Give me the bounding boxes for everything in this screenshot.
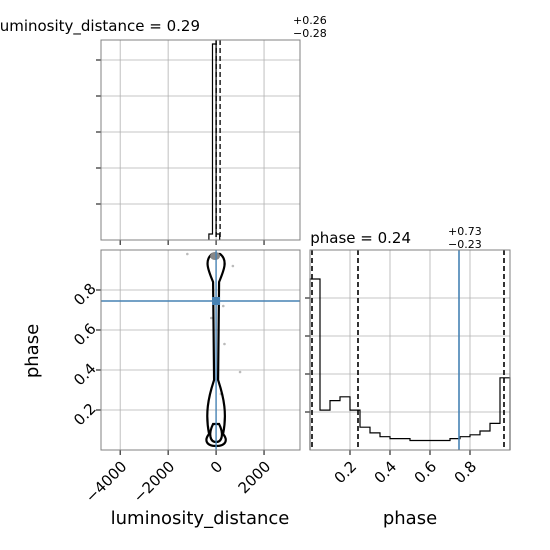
joint-panel: −4000 −2000 0 2000 0.2 0.4 0.6 0.8	[70, 249, 301, 507]
phase-xtick-label-0: 0.2	[331, 458, 361, 488]
joint-scatter-point-6	[209, 316, 213, 320]
phase-y-axis-label: phase	[22, 324, 43, 378]
joint-scatter-point-5	[221, 304, 225, 308]
ld-title-text: luminosity_distance = 0.29	[0, 17, 200, 36]
ld-histogram-step	[208, 43, 221, 240]
phase-marginal-panel: 0.2 0.4 0.6 0.8	[305, 249, 511, 488]
phase-xtick-label-3: 0.8	[451, 458, 481, 488]
joint-xtick-label-1: −2000	[130, 458, 179, 507]
joint-ytick-label-0: 0.2	[70, 400, 100, 430]
joint-ytick-label-1: 0.4	[70, 360, 100, 390]
joint-frame	[100, 249, 301, 451]
joint-xtick-label-2: 0	[207, 458, 226, 477]
joint-truth-marker	[212, 297, 221, 305]
joint-ytick-label-3: 0.8	[70, 280, 100, 310]
phase-histogram-step	[309, 278, 511, 450]
phase-x-axis-label: phase	[383, 508, 437, 529]
joint-scatter-point-4	[238, 370, 242, 374]
joint-scatter-point-0	[186, 252, 189, 256]
phase-xtick-label-2: 0.6	[411, 458, 441, 488]
joint-scatter-point-3	[223, 342, 226, 346]
ld-marginal-panel	[96, 39, 301, 245]
ld-marginal-frame	[100, 39, 301, 241]
ld-title-plus: +0.26	[293, 14, 327, 27]
phase-title-plus: +0.73	[448, 225, 482, 238]
phase-title-text: phase = 0.24	[310, 229, 411, 247]
joint-contour-peak-top	[210, 252, 221, 260]
phase-title-minus: −0.23	[448, 238, 482, 251]
joint-xtick-label-0: −4000	[82, 458, 131, 507]
ld-axis-label: luminosity_distance	[111, 508, 290, 529]
phase-marginal-frame	[309, 249, 511, 451]
joint-scatter-point-2	[231, 264, 235, 268]
joint-xtick-label-3: 2000	[235, 458, 275, 498]
ld-title-minus: −0.28	[293, 27, 327, 40]
phase-xtick-label-1: 0.4	[371, 458, 401, 488]
joint-ytick-label-2: 0.6	[70, 320, 100, 350]
